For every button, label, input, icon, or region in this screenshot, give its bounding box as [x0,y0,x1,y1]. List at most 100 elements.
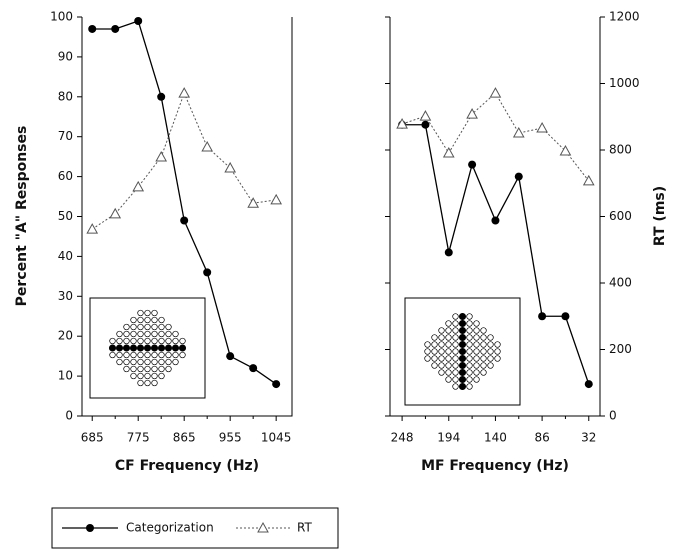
y-tick-label: 60 [58,169,73,183]
inset-dot [438,355,445,362]
category-marker [491,216,500,225]
inset-dot [165,351,172,359]
inset-dot [445,355,452,362]
inset-dot [466,369,473,376]
inset-dot [445,348,452,355]
rt-marker [559,144,572,156]
inset-dot [137,351,144,359]
inset-dot [452,355,459,362]
category-marker [88,24,97,33]
inset-dot [158,337,165,345]
inset-dot [466,362,473,369]
inset-dot [452,362,459,369]
inset-dot [157,344,166,352]
inset-dot [123,330,130,338]
inset-dot [116,337,123,345]
inset-dot [137,316,144,324]
inset-dot [130,330,137,338]
inset-dot [123,323,130,331]
inset-dot [108,344,117,352]
inset-dot [130,351,137,359]
inset-dot [438,334,445,341]
rt-marker [536,122,548,133]
inset-dot [480,327,487,334]
category-marker [226,352,235,361]
rt-marker [155,150,168,162]
inset-dot [445,369,452,376]
category-marker [111,24,120,33]
y2-axis-label: RT (ms) [652,186,668,246]
category-marker [272,380,281,389]
inset-dot [445,362,452,369]
y-tick-label: 0 [65,409,73,423]
inset-dot [438,369,445,376]
inset-dot [144,351,151,359]
inset-dot [151,323,158,331]
rt-marker [512,127,525,138]
inset-dot [431,348,438,355]
inset-dot [143,344,152,352]
inset-dot [179,337,186,345]
inset-dot [172,358,179,366]
inset-dot [130,358,137,366]
inset-dot [458,375,467,384]
inset-dot [158,316,165,324]
inset-dot [158,372,165,380]
inset-dot [130,316,137,324]
inset-dot [109,337,116,345]
rt-marker [201,140,214,152]
inset-dot [480,362,487,369]
inset-dot [116,351,123,359]
inset-dot [438,341,445,348]
legend-box [51,507,339,549]
rt-marker [270,193,283,205]
inset-dot [480,369,487,376]
inset-dot [487,355,494,362]
inset-dot [165,330,172,338]
inset-dot [116,330,123,338]
inset-dot [452,334,459,341]
inset-dot [171,344,180,352]
series-line [401,92,590,182]
category-marker [468,160,477,169]
inset-dot [179,351,186,359]
inset-dot [151,379,158,387]
inset-dot [123,351,130,359]
category-marker [538,312,547,321]
inset-dot [130,337,137,345]
inset-dot [123,365,130,373]
y-tick-label: 70 [58,129,73,143]
inset-dot [144,365,151,373]
inset-dot [144,316,151,324]
category-marker [203,268,212,277]
inset-dot [445,334,452,341]
inset-dot [144,379,151,387]
inset-dot [487,334,494,341]
inset-dot [158,351,165,359]
inset-dot [158,365,165,373]
inset-dot [116,358,123,366]
inset-dot [466,327,473,334]
inset-dot [466,320,473,327]
inset-dot [164,344,173,352]
y-tick-label: 100 [50,10,73,24]
inset-dot [473,362,480,369]
inset-dot [494,348,501,355]
inset-dot [452,369,459,376]
inset-dot [151,351,158,359]
x-tick-label: 775 [127,431,150,445]
inset-dot [136,344,145,352]
y-tick-label: 20 [58,329,73,343]
category-marker [444,248,453,257]
inset-dot [137,365,144,373]
inset-dot [445,376,452,383]
inset-dot [458,312,467,321]
y2-tick-label: 600 [609,209,632,223]
inset-dot [130,372,137,380]
inset-dot [431,334,438,341]
inset-dot [431,362,438,369]
inset-dot [137,323,144,331]
inset-dot [473,355,480,362]
inset-dot [137,379,144,387]
